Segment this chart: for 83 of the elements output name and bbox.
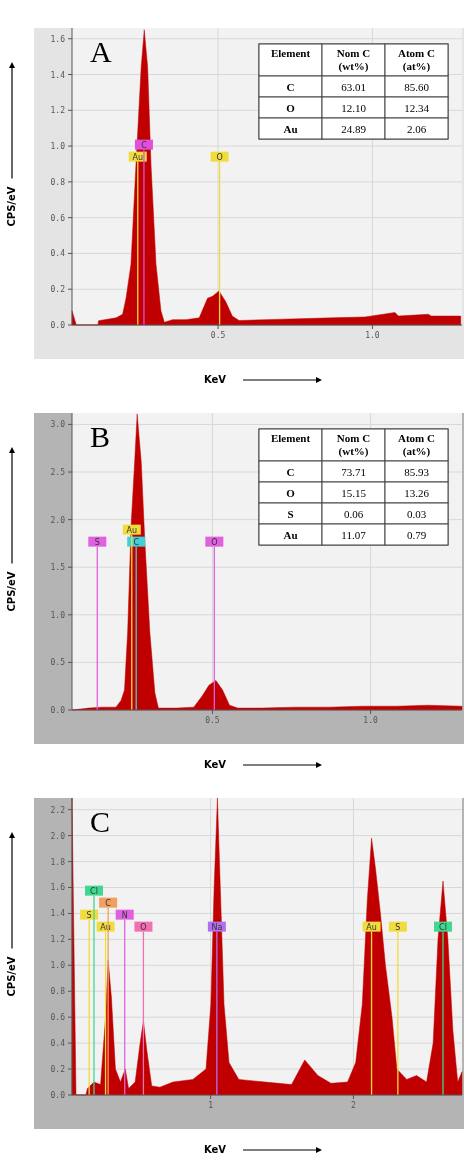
- y-tick-label: 1.4: [50, 70, 66, 80]
- ref-line-label: Au: [100, 922, 111, 932]
- y-tick-label: 0.2: [50, 1065, 66, 1075]
- x-tick-label: 1: [208, 1101, 214, 1110]
- ref-line-label: C: [133, 537, 140, 547]
- annotation: 85.93: [404, 466, 430, 478]
- y-tick-label: 0.4: [50, 249, 66, 259]
- annotation: 24.89: [341, 123, 367, 135]
- annotation: O: [286, 102, 296, 114]
- y-tick-label: 1.6: [50, 883, 66, 893]
- ref-line-label: O: [216, 152, 223, 162]
- y-tick-label: 1.2: [50, 935, 66, 945]
- annotation: 0.06: [343, 508, 364, 520]
- annotation: 11.07: [341, 529, 367, 541]
- x-tick-label: 2: [351, 1101, 357, 1110]
- y-axis-title: CPS/eV: [6, 956, 17, 997]
- y-tick-label: 2.2: [50, 805, 66, 815]
- annotation: 63.01: [341, 81, 366, 93]
- ref-line-label: S: [395, 922, 401, 932]
- y-tick-label: 0.6: [50, 213, 66, 223]
- chart-title: C: [90, 805, 111, 838]
- annotation: 0.03: [406, 508, 427, 520]
- annotation: Atom C (at%): [398, 432, 436, 458]
- ref-line-label: Au: [366, 922, 377, 932]
- annotation: Element: [270, 47, 311, 59]
- annotation: 2.06: [406, 123, 427, 135]
- y-tick-label: 1.2: [50, 106, 66, 116]
- annotation: 13.26: [404, 487, 430, 499]
- annotation: C: [286, 466, 295, 478]
- annotation: 12.10: [341, 102, 367, 114]
- annotation: Nom C (wt%): [336, 432, 371, 458]
- x-axis-title: KeV: [203, 374, 227, 385]
- y-tick-label: 0.0: [50, 706, 66, 715]
- ref-line-label: S: [94, 537, 100, 547]
- y-tick-label: 0.8: [50, 177, 66, 187]
- y-axis-title: CPS/eV: [6, 186, 17, 227]
- ref-line-label: N: [121, 910, 128, 920]
- annotation: Au: [283, 123, 298, 135]
- y-tick-label: 1.0: [50, 610, 66, 620]
- y-tick-label: 2.0: [50, 831, 66, 841]
- annotation: S: [287, 508, 294, 520]
- y-tick-label: 0.4: [50, 1039, 66, 1049]
- y-tick-label: 3.0: [50, 420, 66, 430]
- ref-line-label: Au: [132, 152, 144, 162]
- y-tick-label: 1.8: [50, 857, 66, 867]
- ref-line-label: Cl: [90, 886, 98, 896]
- annotation: Element: [270, 432, 311, 444]
- ref-line-label: Na: [211, 922, 223, 932]
- chart-title: B: [90, 420, 111, 453]
- annotation: Atom C (at%): [398, 47, 436, 73]
- annotation: 73.71: [341, 466, 366, 478]
- ref-line-label: Cl: [439, 922, 447, 932]
- annotation: 15.15: [341, 487, 367, 499]
- ref-line-label: C: [105, 898, 112, 908]
- y-tick-label: 0.5: [50, 658, 66, 668]
- annotation: 0.79: [406, 529, 427, 541]
- y-tick-label: 0.0: [50, 1091, 66, 1100]
- y-tick-label: 0.0: [50, 321, 66, 330]
- y-tick-label: 0.6: [50, 1013, 66, 1023]
- ref-line-label: Au: [126, 525, 138, 535]
- annotation: 12.34: [404, 102, 430, 114]
- y-tick-label: 2.0: [50, 515, 66, 525]
- x-axis-title: KeV: [203, 759, 227, 770]
- annotation: Nom C (wt%): [336, 47, 371, 73]
- y-tick-label: 2.5: [50, 468, 66, 478]
- y-axis-title: CPS/eV: [6, 571, 17, 612]
- annotation: O: [286, 487, 296, 499]
- x-axis-title: KeV: [203, 1144, 227, 1154]
- ref-line-label: O: [140, 922, 147, 932]
- y-tick-label: 0.8: [50, 987, 66, 997]
- ref-line-label: S: [86, 910, 92, 920]
- annotation: 85.60: [404, 81, 430, 93]
- y-tick-label: 1.4: [50, 909, 66, 919]
- ref-line-label: O: [211, 537, 218, 547]
- y-tick-label: 1.6: [50, 34, 66, 44]
- annotation: Au: [283, 529, 298, 541]
- y-tick-label: 1.0: [50, 961, 66, 971]
- chart-title: A: [90, 35, 112, 68]
- ref-line-label: C: [141, 140, 148, 150]
- y-tick-label: 0.2: [50, 285, 66, 295]
- annotation: C: [286, 81, 295, 93]
- y-tick-label: 1.0: [50, 142, 66, 152]
- y-tick-label: 1.5: [50, 563, 66, 573]
